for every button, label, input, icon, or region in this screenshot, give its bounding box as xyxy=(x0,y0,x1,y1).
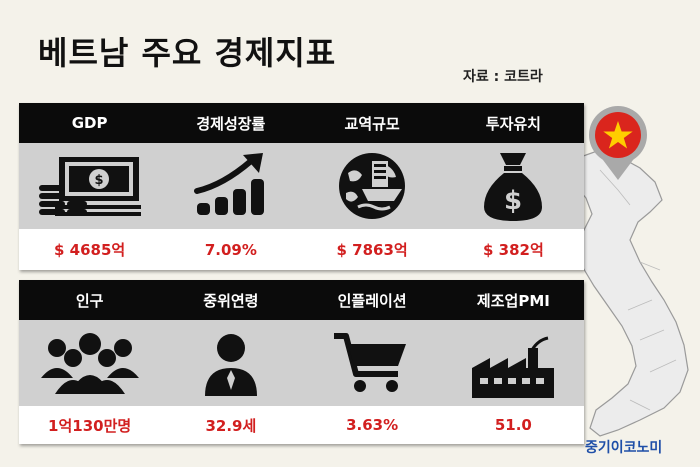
indicators-panel-1: GDP 경제성장률 교역규모 투자유치 $ xyxy=(19,103,584,270)
page-title: 베트남 주요 경제지표 xyxy=(38,34,337,72)
icon-row: $ xyxy=(19,143,584,229)
globe-ship-icon xyxy=(339,153,406,219)
growth-bars-icon xyxy=(193,153,264,215)
value-population: 1억130만명 xyxy=(48,416,132,435)
header-row: GDP 경제성장률 교역규모 투자유치 xyxy=(19,103,584,143)
value-pmi: 51.0 xyxy=(494,416,532,434)
icon-row xyxy=(19,320,584,406)
brand-logo: 중기이코노미 xyxy=(585,440,663,456)
vietnam-map-shape xyxy=(571,149,689,437)
value-row: 1억130만명 32.9세 3.63% 51.0 xyxy=(19,406,584,444)
source-label: 자료 : 코트라 xyxy=(463,69,543,85)
header-inflation: 인플레이션 xyxy=(337,291,407,310)
value-investment: $ 382억 xyxy=(482,241,544,259)
header-median-age: 중위연령 xyxy=(203,291,259,310)
header-trade: 교역규모 xyxy=(344,114,400,133)
header-pmi: 제조업PMI xyxy=(476,291,550,310)
money-bag-icon: $ xyxy=(484,153,543,221)
value-median-age: 32.9세 xyxy=(205,416,257,435)
shopping-cart-icon xyxy=(334,333,407,392)
svg-text:$: $ xyxy=(504,186,522,216)
value-row: $ 4685억 7.09% $ 7863억 $ 382억 xyxy=(19,229,584,270)
value-growth: 7.09% xyxy=(204,240,257,259)
header-growth: 경제성장률 xyxy=(196,114,266,133)
header-investment: 투자유치 xyxy=(485,114,541,133)
crowd-icon xyxy=(40,333,139,394)
header-row: 인구 중위연령 인플레이션 제조업PMI xyxy=(19,280,584,320)
person-icon xyxy=(204,334,257,396)
header-population: 인구 xyxy=(75,291,104,310)
value-inflation: 3.63% xyxy=(346,416,399,434)
vietnam-flag-pin xyxy=(589,106,647,180)
indicators-panel-2: 인구 중위연령 인플레이션 제조업PMI xyxy=(19,280,584,444)
money-stack-icon: $ xyxy=(38,157,141,216)
svg-text:$: $ xyxy=(94,173,103,188)
header-gdp: GDP xyxy=(71,114,108,132)
value-gdp: $ 4685억 xyxy=(54,241,126,259)
factory-icon xyxy=(472,336,555,398)
value-trade: $ 7863억 xyxy=(336,241,408,259)
